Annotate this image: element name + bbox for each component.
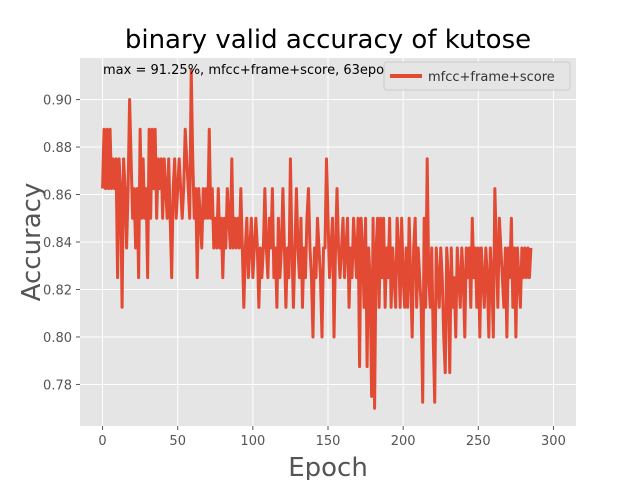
x-tick-label: 100 [240,434,265,449]
y-tick-label: 0.78 [43,378,72,393]
axis-ticks: 0 50 100 150 200 250 300 0.78 0.80 0.82 0.84 0.86 0.… [43,94,566,449]
series-line [101,68,533,410]
y-tick-label: 0.88 [43,141,72,156]
x-tick-label: 200 [391,434,416,449]
x-axis-label: Epoch [288,453,368,480]
y-tick-label: 0.82 [43,283,72,298]
x-tick-label: 250 [466,434,491,449]
legend: mfcc+frame+score [383,61,571,91]
x-tick-label: 0 [98,434,106,449]
y-axis-label: Accuracy [17,183,47,302]
max-annotation: max = 91.25%, mfcc+frame+score, 63epoch [103,63,400,78]
y-tick-label: 0.90 [43,94,72,109]
legend-label: mfcc+frame+score [428,70,555,85]
x-tick-label: 150 [316,434,341,449]
y-tick-label: 0.84 [43,236,72,251]
x-tick-label: 50 [169,434,186,449]
series-layer [101,68,533,410]
chart-title: binary valid accuracy of kutose [125,25,531,55]
x-tick-label: 300 [541,434,566,449]
y-tick-label: 0.86 [43,189,72,204]
legend-box [383,61,571,91]
y-tick-label: 0.80 [43,331,72,346]
